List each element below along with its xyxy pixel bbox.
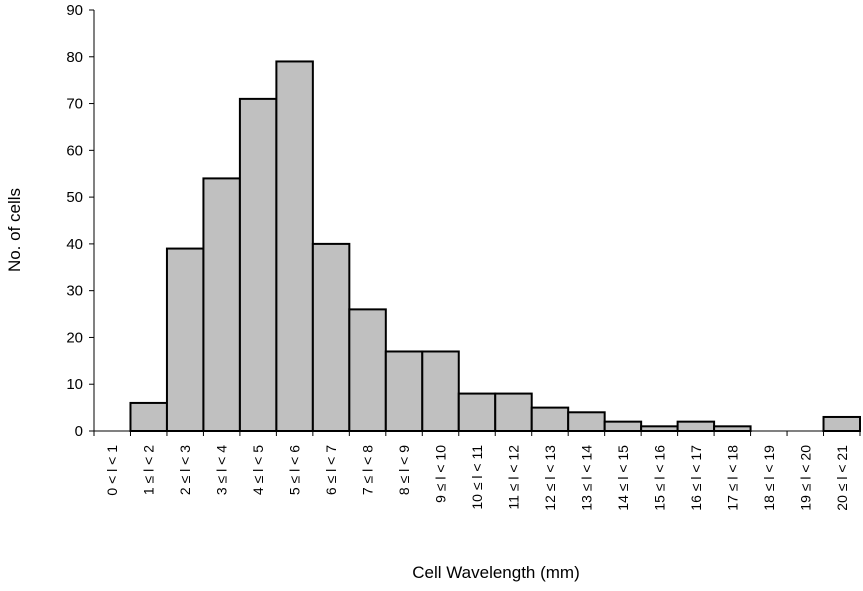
x-category-label: 4 ≤ l < 5 bbox=[250, 445, 266, 495]
x-category-label: 9 ≤ l < 10 bbox=[433, 445, 449, 503]
y-tick-label: 50 bbox=[66, 189, 83, 206]
bar bbox=[384, 350, 424, 433]
bar bbox=[421, 350, 460, 433]
y-tick-label: 90 bbox=[66, 2, 83, 19]
x-category-label: 7 ≤ l < 8 bbox=[360, 445, 376, 495]
bar bbox=[275, 60, 314, 432]
y-tick-label: 10 bbox=[66, 376, 83, 393]
x-category-label: 17 ≤ l < 18 bbox=[724, 445, 740, 511]
bar bbox=[603, 420, 643, 432]
x-category-label: 16 ≤ l < 17 bbox=[688, 445, 704, 511]
x-category-label: 14 ≤ l < 15 bbox=[615, 445, 631, 511]
bar bbox=[640, 425, 679, 433]
bar bbox=[822, 415, 861, 433]
x-category-label: 18 ≤ l < 19 bbox=[761, 445, 777, 511]
x-category-label: 0 < l < 1 bbox=[104, 445, 120, 496]
y-tick-label: 70 bbox=[66, 96, 83, 113]
x-category-label: 2 ≤ l < 3 bbox=[177, 445, 193, 495]
bar bbox=[676, 420, 716, 432]
x-category-label: 8 ≤ l < 9 bbox=[396, 445, 412, 495]
x-category-label: 19 ≤ l < 20 bbox=[797, 445, 813, 511]
y-tick-label: 80 bbox=[66, 49, 83, 66]
x-category-label: 13 ≤ l < 14 bbox=[578, 445, 594, 511]
y-tick-label: 60 bbox=[66, 142, 83, 159]
y-tick-label: 40 bbox=[66, 236, 83, 253]
x-category-label: 1 ≤ l < 2 bbox=[141, 445, 157, 495]
x-category-label: 11 ≤ l < 12 bbox=[505, 445, 521, 510]
y-axis-title: No. of cells bbox=[5, 188, 24, 272]
x-category-label: 5 ≤ l < 6 bbox=[287, 445, 303, 495]
x-category-label: 10 ≤ l < 11 bbox=[469, 445, 485, 510]
bar bbox=[530, 406, 570, 433]
x-axis-title: Cell Wavelength (mm) bbox=[412, 563, 580, 582]
bar bbox=[238, 97, 278, 432]
category-labels: 0 < l < 1 1 ≤ l < 2 2 ≤ l < 3 3 ≤ l < 4 4 ≤ … bbox=[104, 445, 850, 511]
y-axis: 0 10 20 30 40 50 60 70 80 90 bbox=[66, 2, 95, 440]
bar bbox=[713, 425, 752, 433]
bar bbox=[165, 247, 205, 432]
x-category-label: 12 ≤ l < 13 bbox=[542, 445, 558, 511]
x-category-label: 3 ≤ l < 4 bbox=[214, 445, 230, 495]
bar bbox=[202, 177, 241, 432]
bar bbox=[457, 392, 497, 433]
bar bbox=[311, 242, 351, 432]
y-tick-label: 30 bbox=[66, 283, 83, 300]
x-category-label: 20 ≤ l < 21 bbox=[834, 445, 850, 511]
x-category-label: 15 ≤ l < 16 bbox=[651, 445, 667, 511]
y-tick-label: 0 bbox=[75, 423, 83, 440]
y-tick-label: 20 bbox=[66, 329, 83, 346]
bars bbox=[129, 60, 861, 433]
bar bbox=[348, 308, 387, 432]
x-category-label: 6 ≤ l < 7 bbox=[323, 445, 339, 495]
bar bbox=[129, 401, 168, 432]
bar bbox=[494, 392, 533, 433]
bar bbox=[567, 411, 606, 432]
